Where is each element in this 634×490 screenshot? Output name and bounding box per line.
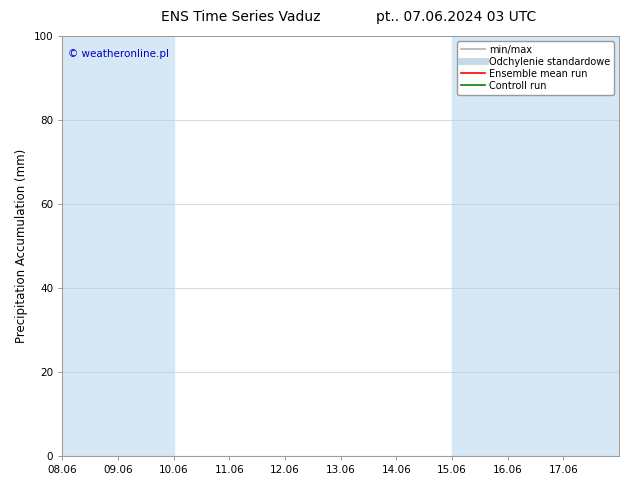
Text: pt.. 07.06.2024 03 UTC: pt.. 07.06.2024 03 UTC [377, 10, 536, 24]
Y-axis label: Precipitation Accumulation (mm): Precipitation Accumulation (mm) [15, 149, 28, 343]
Text: © weatheronline.pl: © weatheronline.pl [68, 49, 169, 59]
Bar [452, 36, 564, 456]
Bar [62, 36, 174, 456]
Bar [564, 36, 619, 456]
Text: ENS Time Series Vaduz: ENS Time Series Vaduz [161, 10, 321, 24]
Legend: min/max, Odchylenie standardowe, Ensemble mean run, Controll run: min/max, Odchylenie standardowe, Ensembl… [457, 41, 614, 95]
